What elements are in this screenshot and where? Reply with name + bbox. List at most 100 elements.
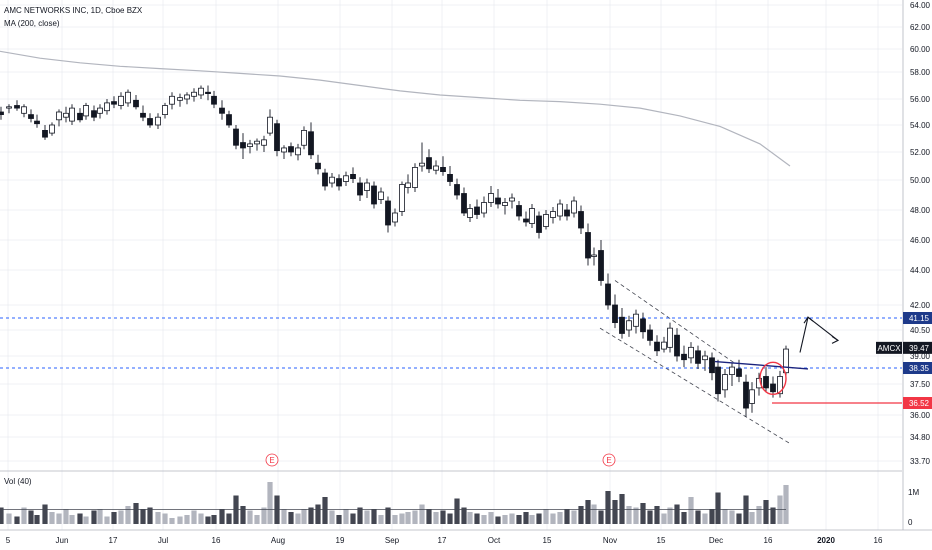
moving-average-line: [0, 50, 791, 167]
candle-body: [392, 212, 398, 223]
volume-bar: [0, 507, 4, 524]
volume-bar: [111, 512, 117, 524]
time-tick-label: 17: [109, 536, 118, 545]
volume-bar: [56, 513, 62, 524]
drawings: [714, 316, 840, 396]
time-axis[interactable]: 5 Jun 17 Jul 16 Aug 19 Sep 17 Oct 15 Nov 15 Dec 16 2020…: [6, 536, 883, 545]
candle-body: [474, 206, 480, 215]
volume-bar: [756, 506, 762, 524]
volume-bar: [709, 509, 715, 524]
volume-bar: [495, 516, 501, 524]
candle-body: [674, 334, 680, 357]
volume-bar: [419, 504, 425, 524]
price-tick-label: 52.00: [910, 148, 931, 157]
volume-bar: [488, 512, 494, 524]
price-tick-label: 40.50: [910, 326, 931, 335]
volume-bar: [392, 515, 398, 524]
highlight-circle: [759, 361, 787, 396]
candle-body: [0, 111, 4, 115]
candle-body: [6, 106, 12, 109]
level-tag: [903, 312, 932, 324]
candle-body: [91, 110, 97, 118]
chart-title: AMC NETWORKS INC, 1D, Cboe BZX: [4, 6, 143, 15]
candle-body: [191, 91, 197, 97]
candle-body: [49, 124, 55, 134]
last-price-tag: [903, 341, 932, 354]
candle-body: [523, 218, 529, 223]
price-tick-label: 54.00: [910, 121, 931, 130]
price-tick-label: 48.00: [910, 206, 931, 215]
trendline: [714, 360, 809, 370]
candle-body: [756, 377, 762, 389]
level-tag-text: 41.15: [909, 314, 930, 323]
volume-bar: [315, 504, 321, 524]
volume-bar: [481, 515, 487, 524]
candle-body: [233, 128, 239, 146]
price-tick-label: 46.00: [910, 236, 931, 245]
candle-body: [125, 91, 131, 104]
arrow-head-right: [831, 335, 840, 344]
volume-bar: [322, 497, 328, 524]
price-levels: [0, 317, 902, 404]
candle-body: [69, 107, 75, 122]
candle-body: [281, 147, 287, 153]
volume-bar: [240, 506, 246, 524]
volume-bar: [763, 500, 769, 524]
candle-body: [288, 146, 294, 153]
level-tag: [903, 362, 932, 374]
candle-body: [502, 202, 508, 206]
volume-bar: [336, 515, 342, 524]
candle-body: [364, 182, 370, 191]
volume-bar: [357, 507, 363, 524]
candle-body: [219, 107, 225, 114]
volume-bar: [104, 516, 110, 524]
level-tag-text: 38.35: [909, 364, 930, 373]
candle-body: [350, 173, 356, 179]
last-price-tag-text: 39.47: [909, 344, 930, 353]
volume-bar: [509, 513, 515, 524]
time-tick-label: 2020: [817, 536, 835, 545]
candle-body: [591, 254, 597, 257]
candle-body: [598, 250, 604, 281]
channel-upper-line: [614, 280, 736, 364]
volume-bar: [564, 509, 570, 524]
price-axis[interactable]: 64.00 62.00 60.00 58.00 56.00 54.00 52.00 50.00…: [908, 1, 931, 527]
volume-bar: [454, 498, 460, 524]
volume-bar: [688, 497, 694, 524]
price-tick-label: 34.80: [910, 433, 931, 442]
volume-bar: [83, 516, 89, 524]
volume-bar: [702, 513, 708, 524]
grid: [0, 0, 932, 531]
volume-bar: [198, 513, 204, 524]
volume-bar: [426, 509, 432, 524]
time-tick-label: Dec: [709, 536, 723, 545]
volume-bar: [261, 507, 267, 524]
channel-lower-line: [599, 327, 791, 444]
price-tick-label: 62.00: [910, 23, 931, 32]
candle-body: [461, 193, 467, 214]
candle-body: [21, 106, 27, 114]
candle-body: [585, 232, 591, 259]
candle-body: [267, 116, 273, 134]
candle-body: [578, 211, 584, 229]
time-tick-label: 15: [543, 536, 552, 545]
volume-bar: [605, 491, 611, 524]
price-tags: 41.15 38.35 36.52 AMCX 39.47: [876, 312, 932, 409]
time-tick-label: 16: [874, 536, 883, 545]
time-tick-label: Jul: [158, 536, 168, 545]
candle-body: [77, 112, 83, 121]
candle-body: [118, 95, 124, 106]
candle-body: [543, 214, 549, 227]
volume-bar: [598, 510, 604, 524]
candle-body: [467, 208, 473, 218]
volume-bar: [267, 482, 273, 524]
volume-bar: [34, 515, 40, 524]
candle-body: [702, 355, 708, 361]
volume-bar: [433, 512, 439, 524]
volume-bar: [97, 509, 103, 524]
volume-bar: [211, 515, 217, 524]
candle-body: [433, 165, 439, 171]
candle-body: [509, 197, 515, 202]
candle-body: [640, 318, 646, 333]
